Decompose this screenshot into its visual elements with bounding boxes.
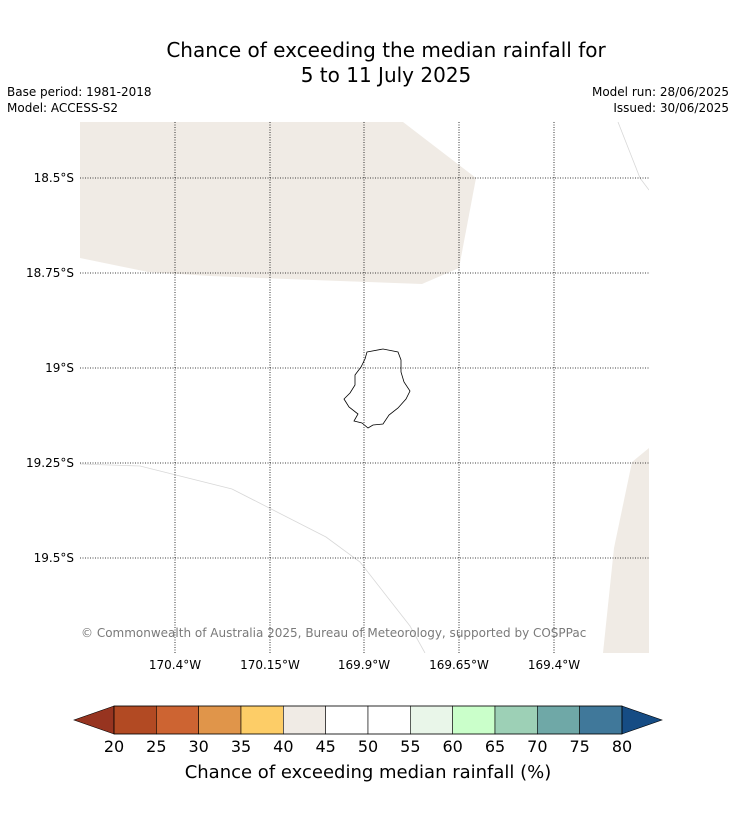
colorbar-tick-label: 70 — [527, 737, 548, 756]
copyright-notice: © Commonwealth of Australia 2025, Bureau… — [81, 626, 587, 640]
boundary-line-south — [80, 463, 426, 653]
colorbar-segment — [240, 705, 284, 735]
colorbar-segment — [198, 705, 242, 735]
map-title: Chance of exceeding the median rainfall … — [0, 38, 736, 88]
issued-text: Issued: 30/06/2025 — [613, 101, 729, 115]
colorbar-tick-label: 35 — [230, 737, 252, 756]
colorbar-tick-label: 45 — [315, 737, 336, 756]
title-line-1: Chance of exceeding the median rainfall … — [166, 38, 606, 62]
graticule — [80, 122, 649, 653]
colorbar — [73, 705, 663, 735]
colorbar-tick-label: 60 — [442, 737, 463, 756]
colorbar-segment — [283, 705, 326, 735]
colorbar-tick-label: 40 — [273, 737, 294, 756]
lat-label-19-25: 19.25°S — [26, 456, 74, 470]
colorbar-tick-label: 25 — [146, 737, 167, 756]
boundary-line-northeast — [617, 122, 649, 191]
colorbar-segment — [579, 705, 623, 735]
lat-label-18-5: 18.5°S — [33, 171, 74, 185]
colorbar-under-extension — [73, 705, 115, 735]
land-area-northwest — [80, 122, 476, 284]
colorbar-tick-label: 50 — [357, 737, 379, 756]
meta-right: Model run: 28/06/2025 Issued: 30/06/2025 — [592, 84, 729, 116]
colorbar-segment — [537, 705, 580, 735]
lon-label-169-9: 169.9°W — [337, 658, 391, 672]
colorbar-tick-label: 65 — [484, 737, 506, 756]
base-period-text: Base period: 1981-2018 — [7, 85, 152, 99]
colorbar-segment — [494, 705, 538, 735]
land-area-southeast — [603, 448, 649, 653]
lat-label-18-75: 18.75°S — [26, 266, 74, 280]
lon-label-169-65: 169.65°W — [429, 658, 489, 672]
lon-label-170-4: 170.4°W — [148, 658, 202, 672]
lat-label-19: 19°S — [45, 361, 74, 375]
colorbar-over-extension — [621, 705, 663, 735]
meta-left: Base period: 1981-2018 Model: ACCESS-S2 — [7, 84, 152, 116]
lon-label-170-15: 170.15°W — [240, 658, 300, 672]
colorbar-tick-label: 80 — [611, 737, 633, 756]
colorbar-segment — [156, 705, 199, 735]
colorbar-segment — [367, 705, 411, 735]
title-line-2: 5 to 11 July 2025 — [300, 63, 472, 87]
colorbar-title: Chance of exceeding median rainfall (%) — [184, 762, 552, 783]
colorbar-segment — [410, 705, 453, 735]
colorbar-tick-label: 75 — [569, 737, 590, 756]
colorbar-segment — [325, 705, 369, 735]
colorbar-segment — [113, 705, 157, 735]
lon-label-169-4: 169.4°W — [527, 658, 581, 672]
colorbar-segment — [452, 705, 496, 735]
island-outline — [343, 348, 411, 429]
colorbar-tick-label: 20 — [103, 737, 125, 756]
colorbar-tick-label: 30 — [188, 737, 209, 756]
colorbar-tick-label: 55 — [400, 737, 421, 756]
model-text: Model: ACCESS-S2 — [7, 101, 119, 115]
lat-label-19-5: 19.5°S — [33, 551, 74, 565]
model-run-text: Model run: 28/06/2025 — [591, 85, 729, 99]
